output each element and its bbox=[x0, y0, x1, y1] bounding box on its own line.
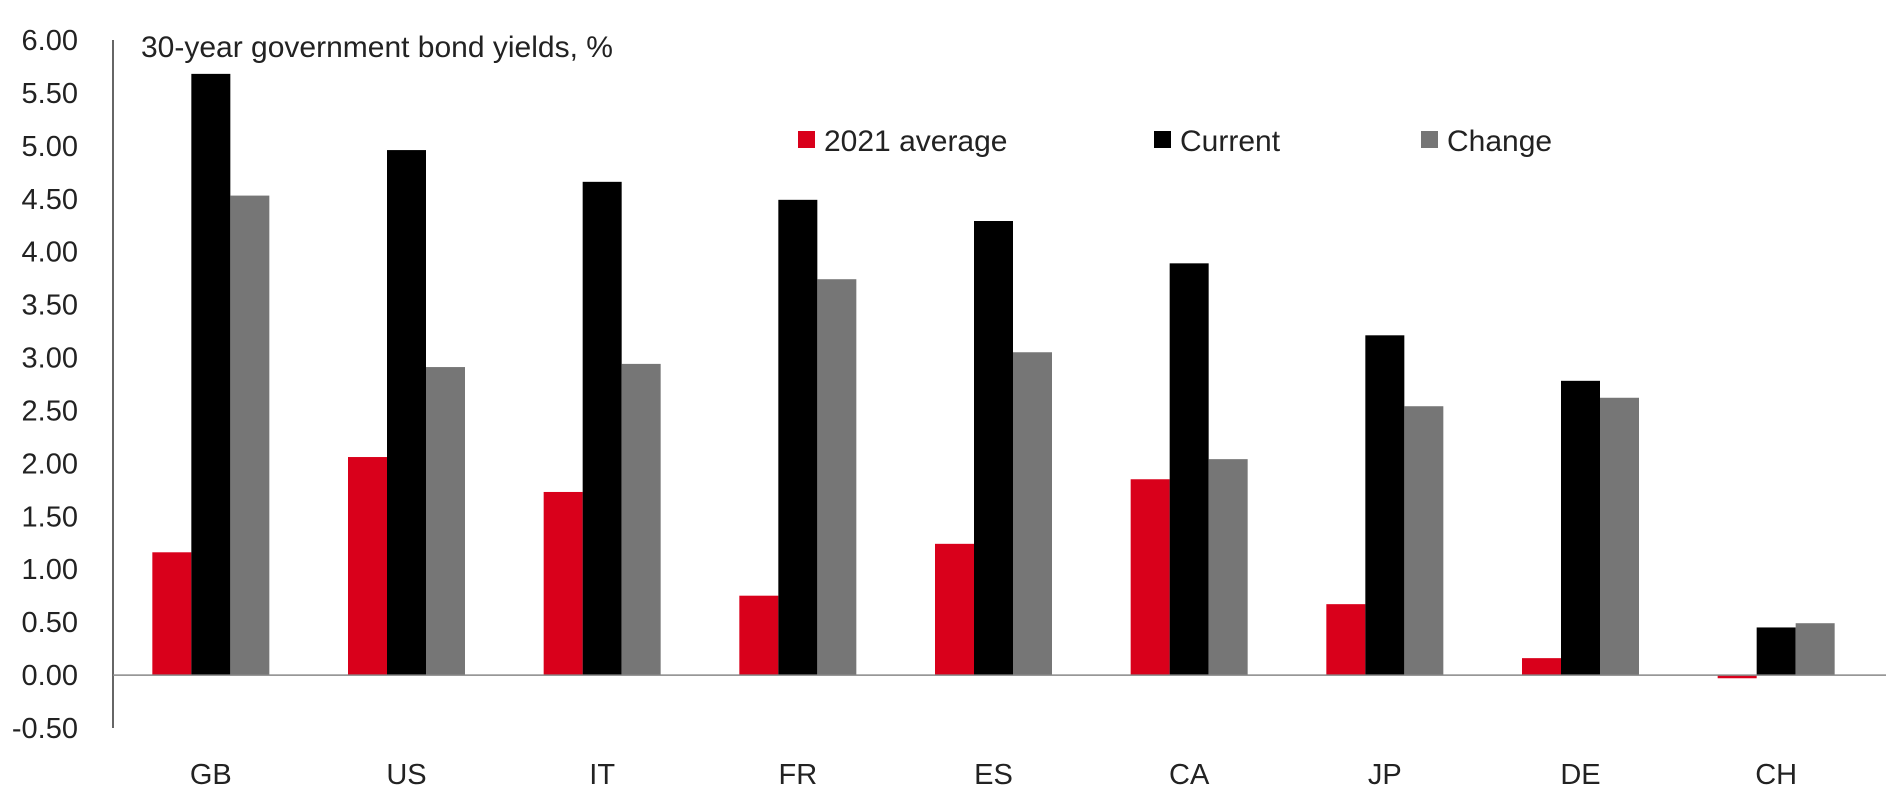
bar-change-fr bbox=[817, 279, 857, 676]
legend-label: Current bbox=[1180, 125, 1281, 158]
y-tick-label: 2.50 bbox=[22, 395, 78, 427]
bar-2021-average-fr bbox=[739, 595, 779, 676]
bar-2021-average-ch bbox=[1717, 675, 1757, 679]
bar-change-ca bbox=[1208, 459, 1248, 676]
bar-current-fr bbox=[778, 199, 818, 676]
y-tick-label: 5.50 bbox=[22, 78, 78, 110]
y-tick-label: 3.00 bbox=[22, 343, 78, 375]
x-category-label: CA bbox=[1169, 759, 1210, 791]
bar-change-it bbox=[621, 363, 661, 676]
y-tick-label: 4.00 bbox=[22, 237, 78, 269]
legend-swatch bbox=[1154, 131, 1171, 148]
y-tick-label: 1.50 bbox=[22, 501, 78, 533]
y-tick-label: -0.50 bbox=[12, 713, 78, 745]
y-tick-label: 6.00 bbox=[22, 25, 78, 57]
y-tick-label: 1.00 bbox=[22, 554, 78, 586]
bar-current-ch bbox=[1756, 627, 1796, 676]
x-category-label: DE bbox=[1560, 759, 1600, 791]
y-tick-label: 4.50 bbox=[22, 184, 78, 216]
y-tick-label: 0.00 bbox=[22, 660, 78, 692]
y-axis: 6.00 5.50 5.00 4.50 4.00 3.50 3.00 2.50 2.00 1.50… bbox=[12, 25, 114, 745]
bar-current-de bbox=[1561, 380, 1600, 676]
bar-change-gb bbox=[230, 195, 270, 676]
bar-current-jp bbox=[1365, 335, 1405, 676]
bar-2021-average-us bbox=[348, 457, 387, 676]
legend: 2021 average Current Change bbox=[798, 125, 1552, 158]
bar-2021-average-de bbox=[1522, 658, 1561, 676]
bar-current-es bbox=[974, 220, 1013, 676]
bar-change-de bbox=[1600, 397, 1639, 676]
bar-change-ch bbox=[1795, 623, 1835, 676]
bar-current-it bbox=[582, 181, 622, 676]
bar-change-us bbox=[426, 367, 465, 676]
bars bbox=[152, 73, 1835, 679]
bar-2021-average-ca bbox=[1130, 479, 1170, 676]
y-tick-label: 3.50 bbox=[22, 290, 78, 322]
bar-current-gb bbox=[191, 73, 231, 676]
legend-swatch bbox=[798, 131, 815, 148]
legend-label: 2021 average bbox=[824, 125, 1008, 158]
y-tick-label: 2.00 bbox=[22, 448, 78, 480]
x-category-label: CH bbox=[1755, 759, 1797, 791]
chart-title: 30-year government bond yields, % bbox=[141, 31, 613, 64]
bar-2021-average-es bbox=[935, 543, 974, 676]
y-tick-label: 5.00 bbox=[22, 131, 78, 163]
bar-2021-average-gb bbox=[152, 552, 192, 676]
bar-current-us bbox=[387, 150, 426, 676]
x-category-label: FR bbox=[778, 759, 817, 791]
bar-change-jp bbox=[1404, 406, 1444, 676]
x-category-label: JP bbox=[1368, 759, 1402, 791]
bar-2021-average-it bbox=[543, 491, 583, 676]
legend-label: Change bbox=[1447, 125, 1552, 158]
bar-change-es bbox=[1013, 352, 1052, 676]
x-category-label: US bbox=[386, 759, 426, 791]
x-category-label: GB bbox=[190, 759, 232, 791]
x-category-label: IT bbox=[589, 759, 615, 791]
bar-current-ca bbox=[1169, 263, 1209, 676]
x-axis: GB US IT FR ES CA JP DE CH bbox=[113, 674, 1886, 791]
legend-swatch bbox=[1421, 131, 1438, 148]
y-tick-label: 0.50 bbox=[22, 607, 78, 639]
x-category-label: ES bbox=[974, 759, 1013, 791]
bar-2021-average-jp bbox=[1326, 604, 1366, 676]
